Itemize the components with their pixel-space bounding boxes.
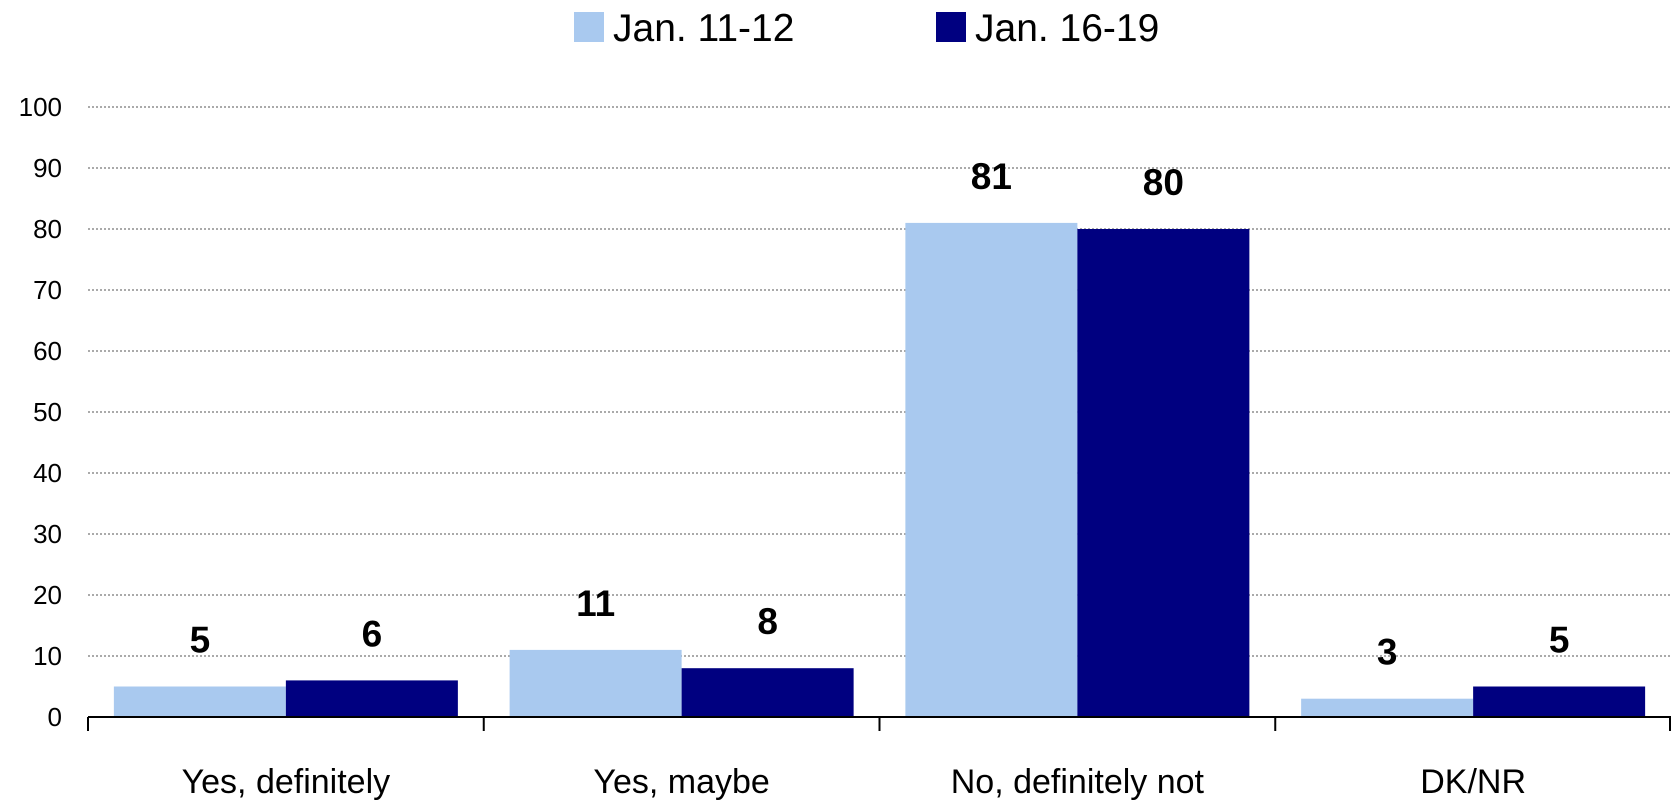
legend-swatch xyxy=(936,12,966,42)
y-tick-label: 80 xyxy=(33,214,62,244)
data-label: 5 xyxy=(190,620,211,661)
data-label: 11 xyxy=(576,583,615,624)
bar-no-definitely-not-series-2 xyxy=(1077,229,1250,717)
x-category-label: DK/NR xyxy=(1420,763,1526,801)
y-tick-label: 90 xyxy=(33,153,62,183)
y-tick-label: 100 xyxy=(19,92,62,122)
bar-yes-definitely-series-1 xyxy=(113,686,286,717)
legend-swatch xyxy=(574,12,604,42)
data-label: 8 xyxy=(757,601,778,642)
y-tick-label: 40 xyxy=(33,458,62,488)
bar-dk-nr-series-1 xyxy=(1301,698,1474,717)
legend-label: Jan. 11-12 xyxy=(613,7,794,50)
legend: Jan. 11-12 Jan. 16-19 xyxy=(574,7,1159,50)
bar-yes-maybe-series-1 xyxy=(509,649,682,717)
x-category-label: Yes, maybe xyxy=(593,763,769,801)
data-label: 5 xyxy=(1549,620,1570,661)
bar-yes-maybe-series-2 xyxy=(681,668,854,717)
gridlines xyxy=(88,106,1671,657)
bar-dk-nr-series-2 xyxy=(1473,686,1646,717)
data-label: 81 xyxy=(971,156,1012,197)
data-labels: 5 6 11 8 81 80 3 5 xyxy=(190,156,1570,673)
data-label: 6 xyxy=(362,613,383,654)
y-tick-label: 60 xyxy=(33,336,62,366)
bars xyxy=(113,222,1646,717)
y-tick-label: 10 xyxy=(33,641,62,671)
y-tick-label: 0 xyxy=(48,702,62,732)
y-tick-label: 50 xyxy=(33,397,62,427)
bar-no-definitely-not-series-1 xyxy=(905,222,1078,717)
y-axis: 0 10 20 30 40 50 60 70 80 90 100 xyxy=(19,92,62,732)
data-label: 3 xyxy=(1377,632,1398,673)
x-category-label: Yes, definitely xyxy=(182,763,391,801)
bar-yes-definitely-series-2 xyxy=(285,680,458,717)
legend-label: Jan. 16-19 xyxy=(975,7,1159,50)
x-axis: Yes, definitely Yes, maybe No, definitely … xyxy=(87,716,1671,801)
y-tick-label: 20 xyxy=(33,580,62,610)
y-tick-label: 70 xyxy=(33,275,62,305)
y-tick-label: 30 xyxy=(33,519,62,549)
data-label: 80 xyxy=(1143,162,1184,203)
x-category-label: No, definitely not xyxy=(951,763,1205,801)
